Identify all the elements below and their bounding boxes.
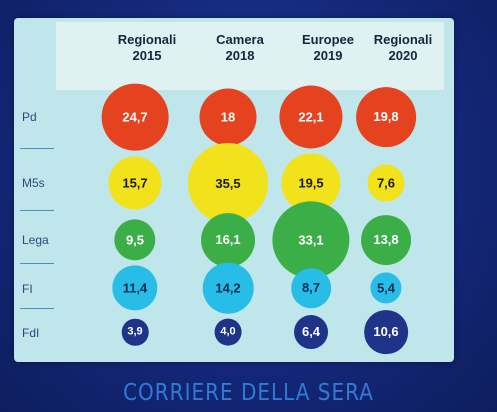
bubble-lega-0: 9,5: [114, 219, 156, 261]
bubble-fdi-3: 10,6: [364, 310, 408, 354]
bubble-m5s-3: 7,6: [367, 164, 405, 202]
bubble-value-label: 13,8: [373, 232, 399, 248]
bubble-value-label: 4,0: [220, 326, 236, 338]
bubble-fdi-0: 3,9: [121, 318, 149, 346]
bubble-m5s-1: 35,5: [188, 143, 268, 223]
bubble-value-label: 9,5: [125, 232, 145, 248]
bubble-fi-3: 5,4: [370, 272, 402, 304]
bubble-fi-0: 11,4: [112, 265, 158, 311]
bubble-value-label: 11,4: [122, 280, 148, 296]
bubble-value-label: 24,7: [122, 109, 148, 125]
column-header-europee-2019: Europee 2019: [283, 32, 373, 64]
bubble-pd-3: 19,8: [356, 87, 416, 147]
column-header-year: 2018: [225, 48, 255, 63]
row-divider: [20, 148, 54, 149]
bubble-value-label: 16,1: [215, 232, 241, 248]
column-header-regionali-2020: Regionali 2020: [358, 32, 448, 64]
bubble-fdi-1: 4,0: [214, 318, 242, 346]
column-header-title: Regionali: [117, 32, 177, 47]
bubble-value-label: 33,1: [298, 232, 324, 248]
row-label-m5s: M5s: [22, 176, 45, 190]
column-header-title: Camera: [216, 32, 264, 47]
row-label-fdi: FdI: [22, 326, 40, 340]
bubble-fi-1: 14,2: [202, 262, 254, 314]
column-header-year: 2020: [388, 48, 418, 63]
bubble-fi-2: 8,7: [291, 268, 331, 308]
column-header-band: [56, 22, 444, 90]
bubble-pd-2: 22,1: [279, 85, 343, 149]
chart-screen: Regionali 2015 Camera 2018 Europee 2019 …: [14, 18, 454, 362]
column-header-title: Regionali: [373, 32, 433, 47]
bubble-value-label: 6,4: [301, 324, 321, 340]
bubble-value-label: 19,8: [373, 109, 399, 125]
row-label-fi: FI: [22, 282, 33, 296]
bubble-m5s-0: 15,7: [108, 156, 162, 210]
bubble-value-label: 3,9: [127, 325, 143, 338]
bubble-pd-1: 18: [199, 88, 257, 146]
bubble-value-label: 14,2: [215, 280, 241, 296]
row-divider: [20, 263, 54, 264]
newspaper-logo: CORRIERE DELLA SERA: [123, 378, 374, 406]
column-header-year: 2015: [132, 48, 162, 63]
bubble-lega-3: 13,8: [361, 215, 411, 265]
bubble-value-label: 35,5: [215, 175, 241, 191]
bubble-fdi-2: 6,4: [294, 315, 328, 349]
bubble-lega-1: 16,1: [201, 213, 255, 267]
column-header-year: 2019: [313, 48, 343, 63]
bubble-value-label: 15,7: [122, 175, 148, 191]
bubble-value-label: 8,7: [301, 280, 321, 296]
bubble-value-label: 7,6: [376, 175, 396, 191]
bubble-lega-2: 33,1: [272, 201, 350, 279]
bubble-value-label: 18: [220, 109, 236, 125]
bubble-value-label: 10,6: [373, 324, 399, 340]
column-header-title: Europee: [301, 32, 354, 47]
column-header-regionali-2015: Regionali 2015: [102, 32, 192, 64]
bubble-value-label: 19,5: [298, 175, 324, 191]
column-header-camera-2018: Camera 2018: [195, 32, 285, 64]
bubble-value-label: 22,1: [298, 109, 324, 125]
row-label-lega: Lega: [22, 233, 49, 247]
bubble-value-label: 5,4: [376, 280, 396, 296]
row-divider: [20, 308, 54, 309]
row-divider: [20, 210, 54, 211]
bubble-pd-0: 24,7: [101, 83, 169, 151]
row-label-pd: Pd: [22, 110, 37, 124]
